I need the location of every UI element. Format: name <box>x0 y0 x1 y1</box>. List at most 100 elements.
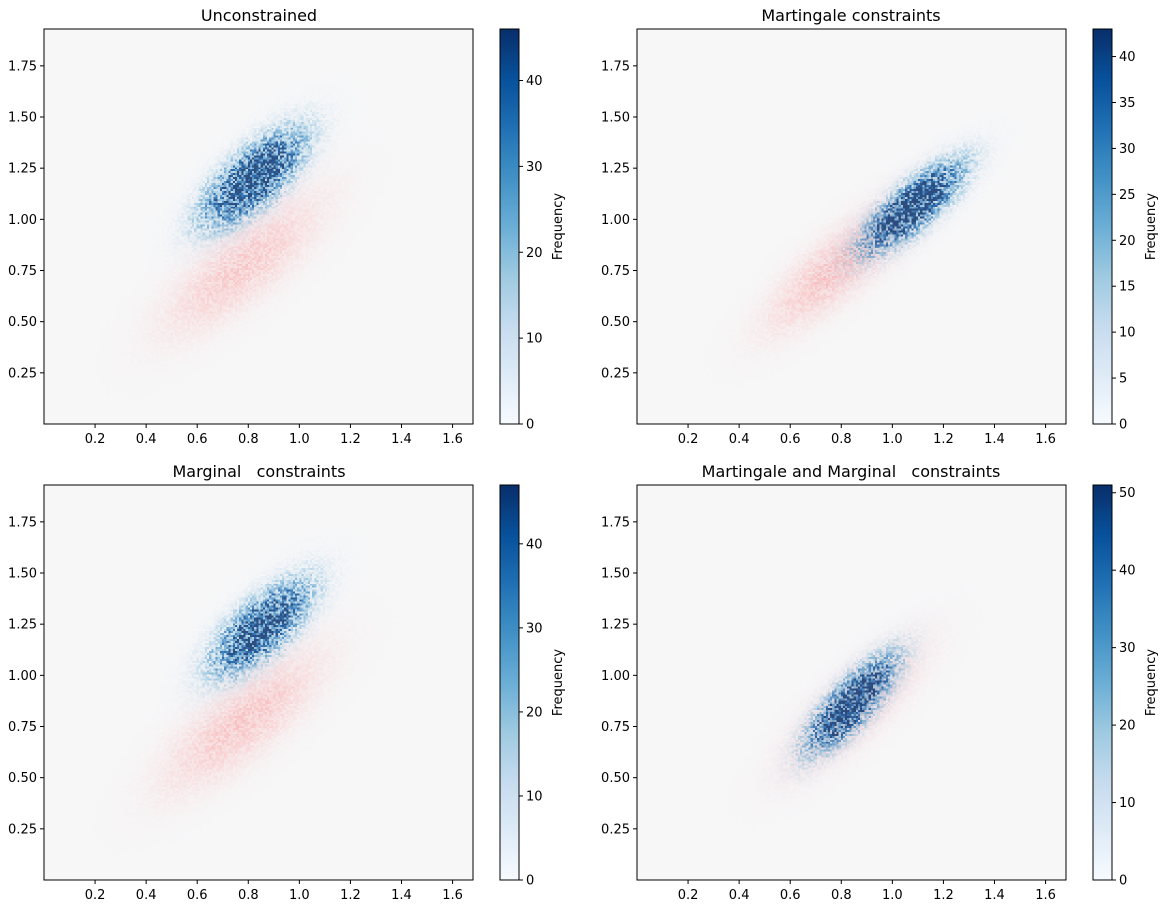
x-tick-label: 0.2 <box>85 888 106 903</box>
colorbar-tick-label: 35 <box>1119 96 1136 111</box>
colorbar-tick-label: 20 <box>1119 234 1136 249</box>
x-tick-label: 0.8 <box>238 888 259 903</box>
colorbar-label: Frequency <box>551 193 566 260</box>
x-tick-label: 0.4 <box>136 432 157 447</box>
x-tick-label: 0.2 <box>85 432 106 447</box>
x-tick-label: 0.4 <box>729 888 750 903</box>
y-tick-label: 1.25 <box>601 162 630 177</box>
colorbar-tick-label: 10 <box>1119 796 1136 811</box>
colorbar-tick-label: 0 <box>1119 418 1127 433</box>
x-tick-label: 1.6 <box>442 888 463 903</box>
colorbar-tick-label: 20 <box>526 246 543 261</box>
x-tick-label: 1.4 <box>984 888 1005 903</box>
subplot-title: Martingale and Marginal constraints <box>702 462 1001 481</box>
colorbar-tick-label: 10 <box>1119 326 1136 341</box>
colorbar-tick-label: 0 <box>526 874 534 889</box>
axes-frame <box>43 484 474 881</box>
x-tick-label: 1.2 <box>933 432 954 447</box>
colorbar-frame <box>499 484 520 881</box>
x-tick-label: 1.6 <box>1035 432 1056 447</box>
colorbar-tick-label: 40 <box>1119 50 1136 65</box>
colorbar-tick-label: 25 <box>1119 188 1136 203</box>
x-tick-label: 1.6 <box>1035 888 1056 903</box>
colorbar-tick-label: 40 <box>526 537 543 552</box>
axes-frame <box>636 28 1067 425</box>
x-tick-label: 0.2 <box>678 888 699 903</box>
heatmap-image <box>637 485 1066 880</box>
subplot-2: Martingale constraints 0.2 0.4 0.6 0.8 1.0 1.2… <box>601 6 1159 447</box>
colorbar-tick-label: 30 <box>526 621 543 636</box>
y-tick-label: 1.25 <box>8 618 37 633</box>
y-tick-label: 0.75 <box>601 720 630 735</box>
x-tick-label: 1.2 <box>933 888 954 903</box>
y-tick-label: 0.50 <box>601 315 630 330</box>
colorbar-tick-label: 0 <box>526 418 534 433</box>
colorbar-frame <box>1092 28 1113 425</box>
y-tick-label: 1.00 <box>8 213 37 228</box>
y-tick-label: 1.75 <box>8 59 37 74</box>
x-tick-label: 1.4 <box>984 432 1005 447</box>
x-tick-label: 0.6 <box>780 888 801 903</box>
colorbar-gradient <box>1093 485 1112 880</box>
subplot-1: Unconstrained 0.2 0.4 0.6 0.8 1.0 1.2 1.4 1.6 0.2… <box>8 6 566 447</box>
colorbar-gradient <box>1093 29 1112 424</box>
subplot-title: Marginal constraints <box>172 462 345 481</box>
x-tick-label: 0.6 <box>780 432 801 447</box>
subplot-3: Marginal constraints 0.2 0.4 0.6 0.8 1.0 1.2 1.… <box>8 462 566 903</box>
y-tick-label: 1.50 <box>8 567 37 582</box>
y-tick-label: 1.00 <box>601 213 630 228</box>
colorbar-label: Frequency <box>1144 193 1159 260</box>
y-tick-label: 0.75 <box>8 264 37 279</box>
x-tick-label: 1.6 <box>442 432 463 447</box>
colorbar-tick-label: 10 <box>526 789 543 804</box>
y-tick-label: 0.75 <box>601 264 630 279</box>
colorbar-tick-label: 5 <box>1119 372 1127 387</box>
y-tick-label: 1.75 <box>601 515 630 530</box>
axes-frame <box>636 484 1067 881</box>
colorbar-frame <box>499 28 520 425</box>
x-tick-label: 1.0 <box>289 888 310 903</box>
heatmap-image <box>44 485 473 880</box>
heatmap-image <box>637 29 1066 424</box>
y-tick-label: 0.50 <box>601 771 630 786</box>
x-tick-label: 1.0 <box>289 432 310 447</box>
y-tick-label: 0.50 <box>8 771 37 786</box>
x-tick-label: 1.0 <box>882 888 903 903</box>
x-tick-label: 1.4 <box>391 432 412 447</box>
y-tick-label: 1.75 <box>8 515 37 530</box>
colorbar-tick-label: 30 <box>1119 641 1136 656</box>
y-tick-label: 0.25 <box>8 366 37 381</box>
colorbar-tick-label: 40 <box>1119 564 1136 579</box>
colorbar-tick-label: 30 <box>526 160 543 175</box>
colorbar-label: Frequency <box>551 649 566 716</box>
y-tick-label: 0.25 <box>601 366 630 381</box>
x-tick-label: 0.6 <box>187 888 208 903</box>
x-tick-label: 0.2 <box>678 432 699 447</box>
x-tick-label: 1.4 <box>391 888 412 903</box>
colorbar-tick-label: 10 <box>526 332 543 347</box>
colorbar-tick-label: 0 <box>1119 874 1127 889</box>
y-tick-label: 0.25 <box>8 822 37 837</box>
colorbar-gradient <box>500 29 519 424</box>
colorbar-gradient <box>500 485 519 880</box>
y-tick-label: 1.50 <box>601 567 630 582</box>
axes-frame <box>43 28 474 425</box>
colorbar-label: Frequency <box>1144 649 1159 716</box>
y-tick-label: 1.25 <box>8 162 37 177</box>
x-tick-label: 0.4 <box>729 432 750 447</box>
x-tick-label: 1.2 <box>340 888 361 903</box>
x-tick-label: 0.6 <box>187 432 208 447</box>
heatmap-image <box>44 29 473 424</box>
colorbar-tick-label: 30 <box>1119 142 1136 157</box>
y-tick-label: 1.50 <box>601 111 630 126</box>
y-tick-label: 1.25 <box>601 618 630 633</box>
y-tick-label: 1.75 <box>601 59 630 74</box>
y-tick-label: 1.50 <box>8 111 37 126</box>
subplot-title: Martingale constraints <box>761 6 940 25</box>
x-tick-label: 0.8 <box>831 432 852 447</box>
colorbar-tick-label: 20 <box>526 705 543 720</box>
y-tick-label: 1.00 <box>601 669 630 684</box>
subplot-title: Unconstrained <box>201 6 317 25</box>
y-tick-label: 0.50 <box>8 315 37 330</box>
